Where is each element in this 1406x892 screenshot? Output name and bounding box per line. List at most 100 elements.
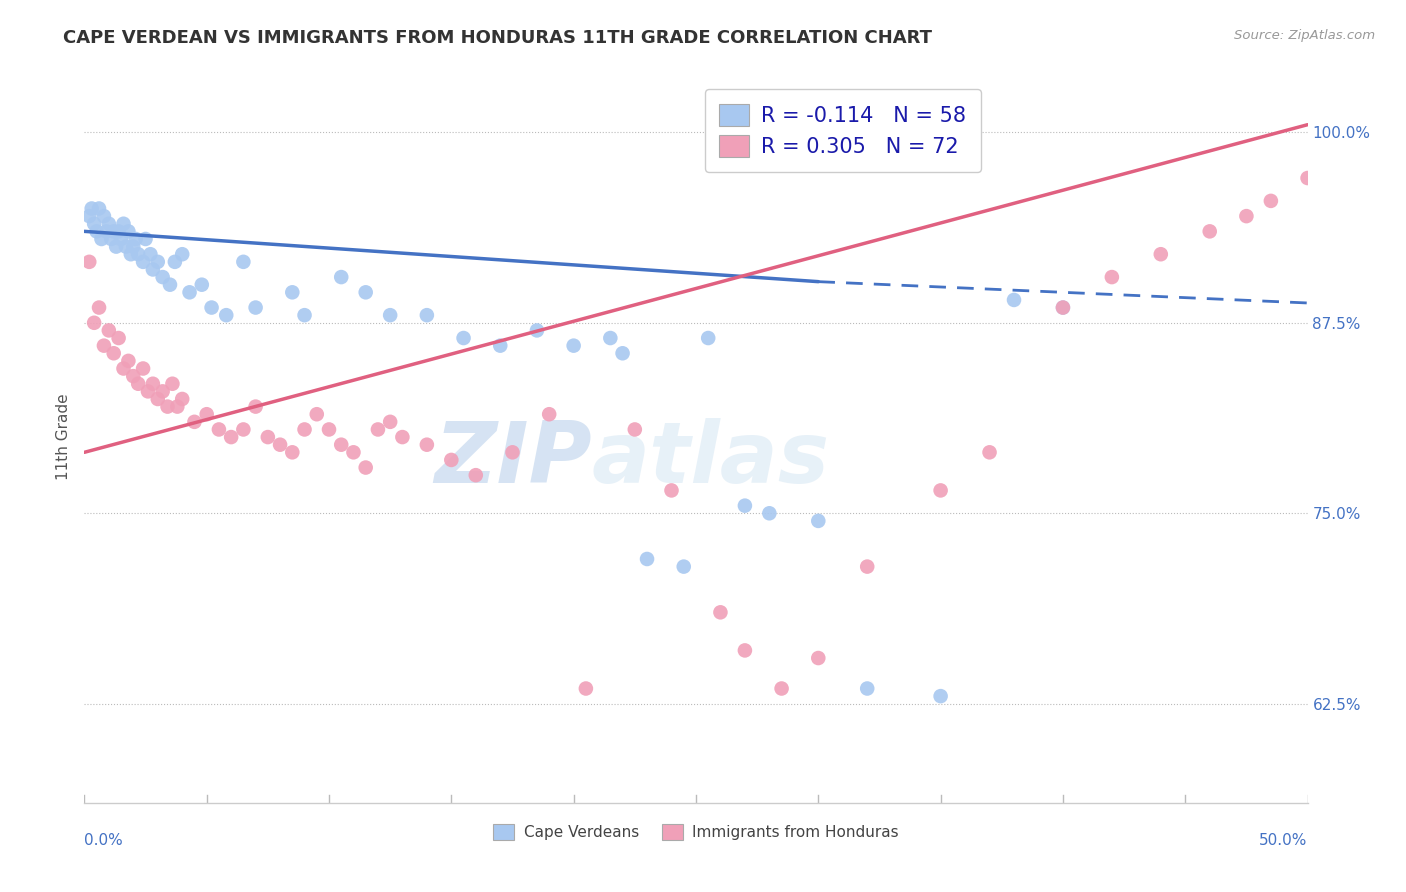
Point [107,331,129,345]
Point [1101,270,1123,285]
Y-axis label: 11th Grade: 11th Grade [56,393,72,481]
Point [159,277,181,292]
Point [1296,171,1319,186]
Point [100,232,122,246]
Point [281,445,304,459]
Point [342,445,364,459]
Point [127,376,149,391]
Point [661,483,683,498]
Point [142,376,165,391]
Point [146,392,169,406]
Point [979,445,1001,459]
Point [219,430,242,444]
Point [575,681,598,696]
Point [87,202,110,216]
Point [215,308,238,322]
Point [440,453,463,467]
Point [612,346,634,360]
Point [856,559,879,574]
Point [105,239,128,253]
Point [127,247,149,261]
Point [162,376,184,391]
Point [380,415,402,429]
Point [139,247,162,261]
Point [734,643,756,657]
Point [929,483,952,498]
Point [156,400,179,414]
Point [562,338,585,352]
Point [93,209,115,223]
Point [77,209,100,223]
Point [103,346,125,360]
Text: CAPE VERDEAN VS IMMIGRANTS FROM HONDURAS 11TH GRADE CORRELATION CHART: CAPE VERDEAN VS IMMIGRANTS FROM HONDURAS… [63,29,932,46]
Point [135,232,157,246]
Point [672,559,695,574]
Point [208,422,231,436]
Point [257,430,280,444]
Point [107,224,129,238]
Point [117,224,139,238]
Point [294,422,316,436]
Point [112,361,135,376]
Point [416,308,439,322]
Point [281,285,304,300]
Point [354,285,377,300]
Point [538,407,561,421]
Point [380,308,402,322]
Point [1052,301,1074,315]
Point [232,422,254,436]
Point [1198,224,1220,238]
Point [354,460,377,475]
Point [416,438,439,452]
Point [125,232,148,246]
Point [183,415,205,429]
Point [1320,163,1343,178]
Point [709,605,731,619]
Point [83,217,105,231]
Point [734,499,756,513]
Text: atlas: atlas [592,417,830,500]
Point [636,552,658,566]
Point [770,681,793,696]
Point [245,400,267,414]
Point [97,323,120,337]
Point [142,262,165,277]
Point [87,301,110,315]
Point [1260,194,1282,208]
Point [93,338,115,352]
Point [195,407,218,421]
Point [929,689,952,703]
Point [120,247,142,261]
Text: Source: ZipAtlas.com: Source: ZipAtlas.com [1234,29,1375,42]
Point [330,270,353,285]
Point [391,430,413,444]
Point [758,506,780,520]
Point [191,277,214,292]
Point [245,301,267,315]
Point [96,224,118,238]
Point [122,239,145,253]
Point [200,301,222,315]
Point [294,308,316,322]
Point [464,468,486,483]
Point [526,323,548,337]
Point [856,681,879,696]
Point [305,407,328,421]
Point [1002,293,1025,307]
Point [269,438,291,452]
Point [318,422,340,436]
Point [232,255,254,269]
Point [502,445,524,459]
Point [599,331,621,345]
Point [172,392,194,406]
Point [132,255,155,269]
Point [1395,125,1406,139]
Text: 0.0%: 0.0% [84,833,124,848]
Point [97,217,120,231]
Point [697,331,720,345]
Point [83,316,105,330]
Point [136,384,159,399]
Point [807,514,830,528]
Point [367,422,389,436]
Point [115,239,138,253]
